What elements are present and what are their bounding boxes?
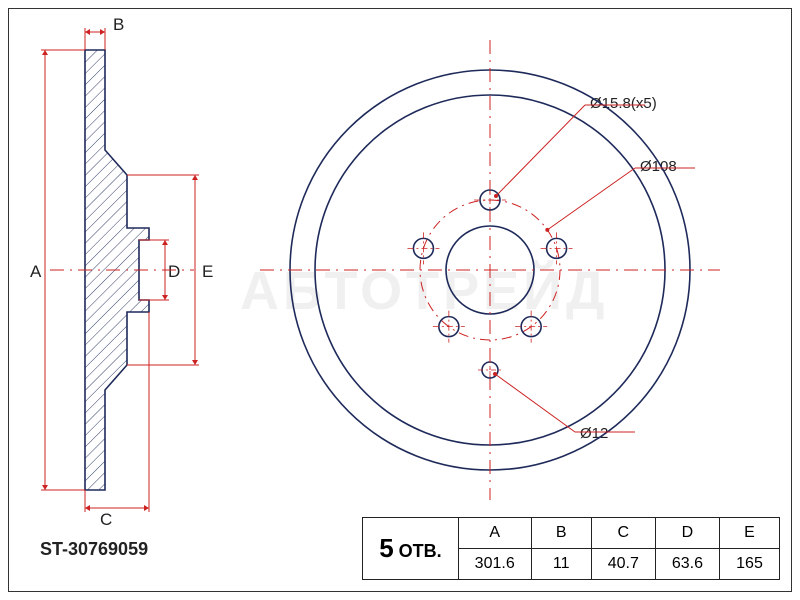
drawing-canvas	[0, 0, 800, 600]
